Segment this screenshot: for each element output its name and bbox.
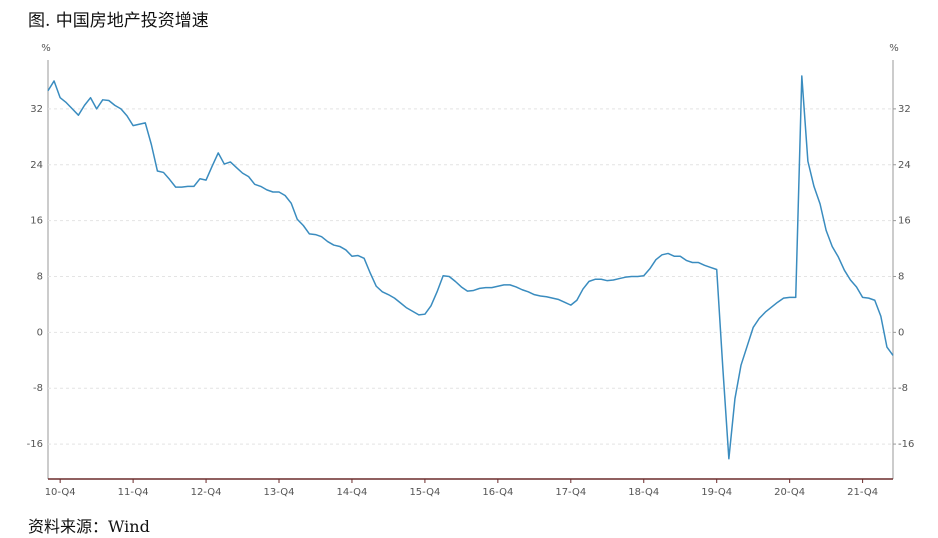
x-tick-label: 10-Q4 [45,487,76,498]
chart-title: 图. 中国房地产投资增速 [28,11,209,31]
source-note: 资料来源：Wind [28,517,150,536]
data-line [47,75,894,460]
y2-tick-label: -16 [898,439,914,450]
x-tick-label: 17-Q4 [555,487,586,498]
x-tick-label: 12-Q4 [191,487,222,498]
x-tick-label: 11-Q4 [118,487,149,498]
x-tick-label: 15-Q4 [409,487,440,498]
y-tick-label: 8 [37,271,43,282]
y-tick-label: 0 [37,327,43,338]
y-unit: % [41,43,51,54]
y-tick-label: 16 [30,216,43,227]
y2-tick-label: -8 [898,383,908,394]
y2-unit: % [889,43,899,54]
x-tick-label: 14-Q4 [336,487,367,498]
y-tick-label: -16 [27,439,43,450]
y2-tick-label: 16 [898,216,911,227]
y2-tick-label: 0 [898,327,904,338]
y2-tick-label: 8 [898,271,904,282]
x-tick-label: 20-Q4 [774,487,805,498]
x-tick-label: 16-Q4 [482,487,513,498]
y-tick-label: 24 [30,160,43,171]
y-tick-label: 32 [30,104,43,115]
y-tick-label: -8 [33,383,43,394]
x-tick-label: 21-Q4 [847,487,878,498]
x-tick-label: 18-Q4 [628,487,659,498]
x-tick-label: 13-Q4 [264,487,295,498]
y2-tick-label: 24 [898,160,911,171]
y2-tick-label: 32 [898,104,911,115]
x-tick-label: 19-Q4 [701,487,732,498]
